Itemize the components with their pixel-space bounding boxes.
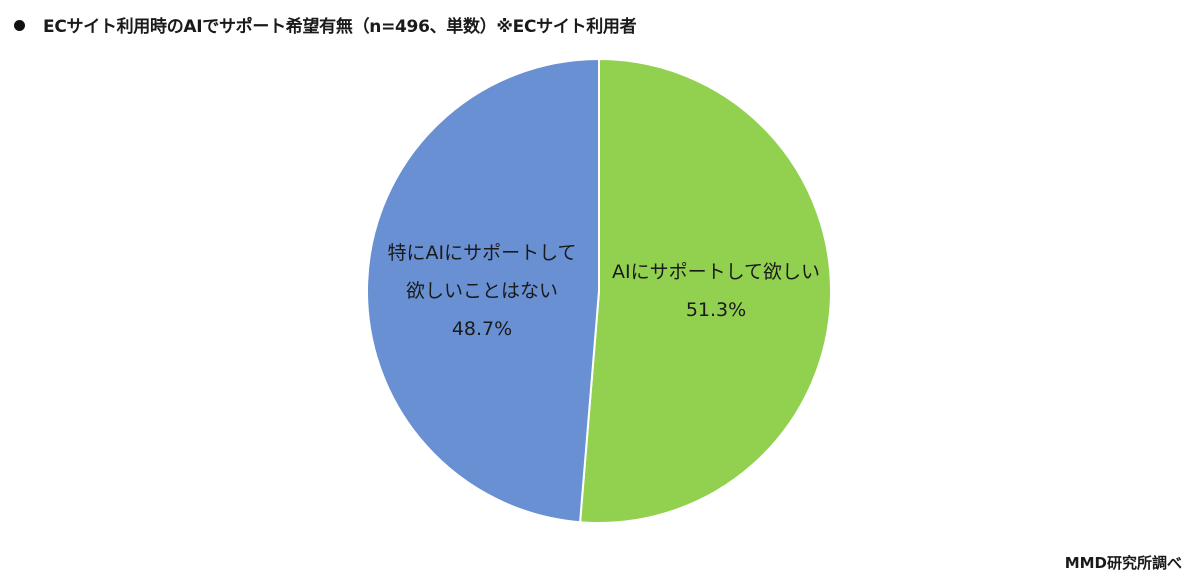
slice-category-label: 特にAIにサポートして — [387, 242, 576, 264]
slice-category-label: AIにサポートして欲しい — [612, 261, 820, 283]
slice-category-label: 欲しいことはない — [406, 280, 558, 302]
pie-slice — [366, 57, 600, 524]
bullet-icon — [14, 20, 25, 31]
source-note: MMD研究所調べ — [1064, 554, 1182, 572]
slice-value-label: 51.3% — [686, 299, 746, 321]
slice-value-label: 48.7% — [452, 318, 512, 340]
pie-slice — [578, 57, 832, 524]
chart-title-text: ECサイト利用時のAIでサポート希望有無（n=496、単数）※ECサイト利用者 — [43, 17, 637, 37]
chart-title: ECサイト利用時のAIでサポート希望有無（n=496、単数）※ECサイト利用者 — [14, 12, 637, 37]
